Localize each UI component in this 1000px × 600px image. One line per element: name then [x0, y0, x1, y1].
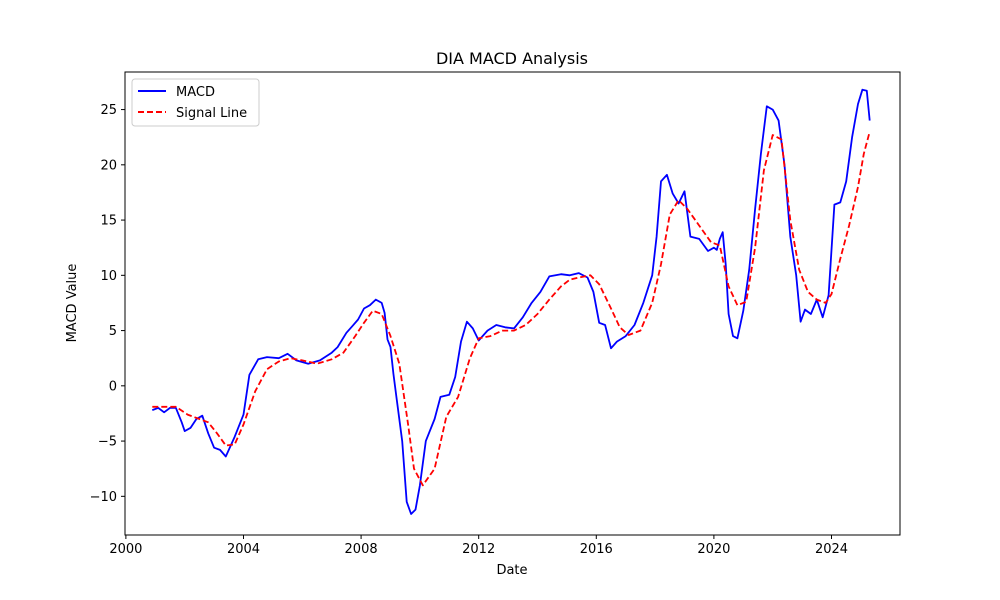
- y-tick-label: 15: [100, 214, 117, 229]
- x-axis-title: Date: [496, 563, 527, 578]
- y-tick-label: 5: [109, 324, 117, 339]
- x-tick-label: 2004: [227, 542, 260, 557]
- x-tick-label: 2012: [462, 542, 495, 557]
- y-tick-label: 25: [100, 103, 117, 118]
- legend-label-macd: MACD: [176, 85, 215, 100]
- y-tick-label: −5: [98, 435, 117, 450]
- y-axis-title: MACD Value: [65, 264, 80, 343]
- series-line-signal-line: [152, 131, 871, 487]
- x-axis: 2000 2004 2008 2012 2016 2020 2024: [109, 535, 848, 557]
- x-tick-label: 2024: [815, 542, 848, 557]
- series-layer: [151, 88, 871, 515]
- legend: MACD Signal Line: [131, 78, 260, 127]
- chart-title: DIA MACD Analysis: [436, 49, 588, 68]
- plot-area-frame: [124, 71, 901, 536]
- legend-label-signal-line: Signal Line: [176, 106, 247, 121]
- x-tick-label: 2000: [109, 542, 142, 557]
- y-tick-label: 0: [109, 379, 117, 394]
- y-tick-label: −10: [90, 490, 117, 505]
- y-tick-label: 20: [100, 158, 117, 173]
- x-tick-label: 2016: [580, 542, 613, 557]
- x-tick-label: 2008: [345, 542, 378, 557]
- y-tick-label: 10: [100, 269, 117, 284]
- x-tick-label: 2020: [697, 542, 730, 557]
- y-axis: −10 −5 0 5 10 15 20 25: [90, 103, 125, 505]
- series-line-macd: [151, 88, 871, 515]
